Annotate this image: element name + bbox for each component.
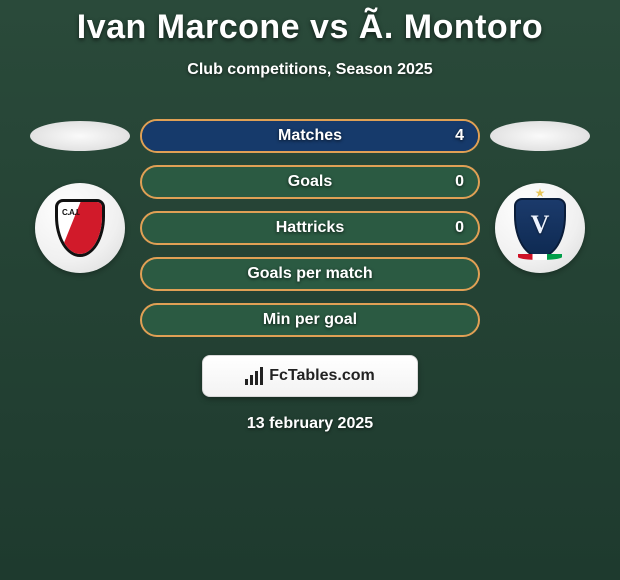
- stat-bar: Hattricks0: [140, 211, 480, 245]
- stat-bar-label: Matches: [142, 121, 478, 151]
- stat-value-right: 0: [455, 167, 464, 197]
- player-right-column: V: [480, 119, 600, 273]
- stat-bars: Matches4Goals0Hattricks0Goals per matchM…: [140, 119, 480, 337]
- comparison-title: Ivan Marcone vs Ã. Montoro: [0, 0, 620, 47]
- stat-bar: Min per goal: [140, 303, 480, 337]
- stat-value-right: 0: [455, 213, 464, 243]
- brand-badge: FcTables.com: [202, 355, 418, 397]
- bar-chart-icon: [245, 367, 263, 385]
- stat-bar-label: Hattricks: [142, 213, 478, 243]
- stat-bar-label: Goals: [142, 167, 478, 197]
- stat-bar-label: Goals per match: [142, 259, 478, 289]
- player-left-silhouette: [30, 121, 130, 151]
- brand-text: FcTables.com: [269, 367, 375, 385]
- stat-bar: Goals0: [140, 165, 480, 199]
- stat-value-right: 4: [455, 121, 464, 151]
- velez-shield-icon: V: [514, 198, 566, 258]
- comparison-body: C.A.I. Matches4Goals0Hattricks0Goals per…: [0, 119, 620, 337]
- independiente-shield-icon: C.A.I.: [55, 199, 105, 257]
- club-crest-right: V: [495, 183, 585, 273]
- comparison-subtitle: Club competitions, Season 2025: [0, 61, 620, 79]
- footer-date: 13 february 2025: [0, 415, 620, 433]
- player-left-column: C.A.I.: [20, 119, 140, 273]
- player-right-silhouette: [490, 121, 590, 151]
- stat-bar: Matches4: [140, 119, 480, 153]
- stat-bar: Goals per match: [140, 257, 480, 291]
- club-crest-left: C.A.I.: [35, 183, 125, 273]
- stat-bar-label: Min per goal: [142, 305, 478, 335]
